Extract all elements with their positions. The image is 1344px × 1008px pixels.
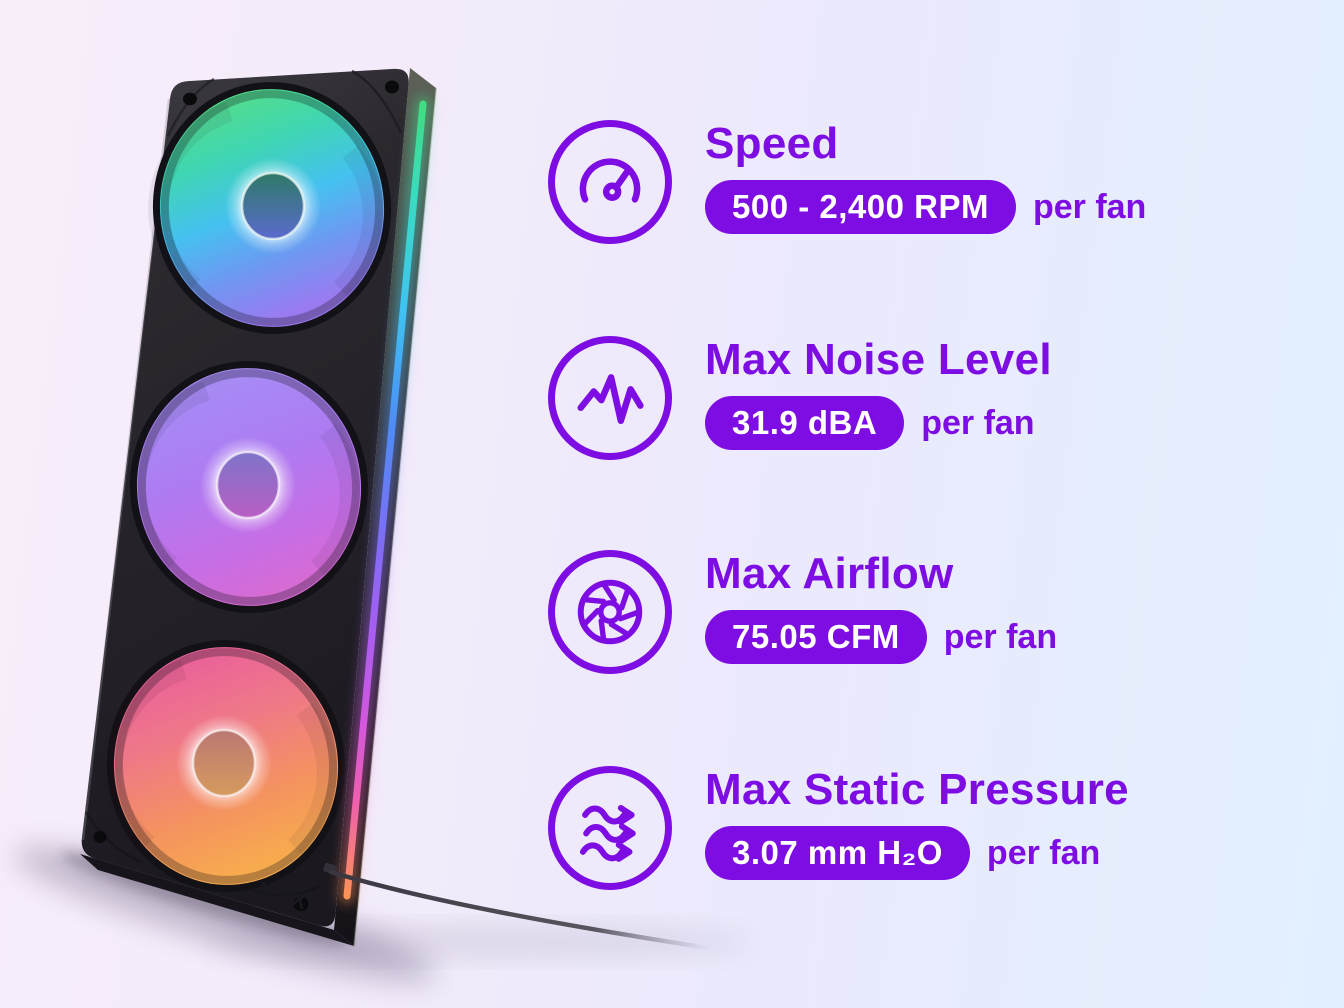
fan-bottom-hub bbox=[191, 728, 257, 798]
fan-rotor-icon bbox=[548, 550, 672, 674]
fan-middle bbox=[125, 361, 369, 613]
spec-title: Speed bbox=[705, 119, 839, 168]
side-edge-highlight bbox=[353, 87, 437, 947]
speedometer-icon bbox=[548, 120, 672, 244]
spec-value-pill: 31.9 dBA bbox=[705, 396, 905, 450]
corner-seam bbox=[351, 69, 403, 134]
rgb-strip bbox=[339, 96, 431, 904]
airflow-arrows-icon bbox=[548, 766, 672, 890]
screw-hole bbox=[293, 897, 309, 911]
spec-section-static-pressure: Max Static Pressure 3.07 mm H₂O per fan bbox=[548, 766, 1129, 890]
product-image: NZXT bbox=[13, 68, 755, 982]
fan-top-hub bbox=[240, 171, 306, 241]
fan-cable bbox=[328, 869, 711, 951]
spec-title: Max Noise Level bbox=[705, 335, 1052, 384]
screw-hole bbox=[385, 80, 399, 94]
per-fan-label: per fan bbox=[986, 833, 1101, 872]
spec-section-speed: Speed 500 - 2,400 RPM per fan bbox=[548, 120, 1146, 244]
fan-bottom bbox=[102, 640, 346, 892]
per-fan-label: per fan bbox=[1032, 187, 1147, 226]
spec-title: Max Airflow bbox=[705, 549, 954, 598]
fan-middle-hub bbox=[215, 450, 281, 520]
spec-value-pill: 3.07 mm H₂O bbox=[705, 826, 970, 880]
spec-value-pill: 500 - 2,400 RPM bbox=[705, 180, 1016, 234]
per-fan-label: per fan bbox=[943, 617, 1058, 656]
screw-hole bbox=[93, 831, 107, 843]
spec-section-noise: Max Noise Level 31.9 dBA per fan bbox=[548, 336, 1052, 460]
noise-waveform-icon bbox=[548, 336, 672, 460]
triple-fan-unit: NZXT bbox=[13, 68, 755, 982]
corner-seam bbox=[251, 884, 321, 897]
spec-section-airflow: Max Airflow 75.05 CFM per fan bbox=[548, 550, 1057, 674]
spec-title: Max Static Pressure bbox=[705, 765, 1129, 814]
corner-seam bbox=[84, 811, 141, 864]
frame-bottom-face bbox=[80, 854, 354, 946]
spec-value-pill: 75.05 CFM bbox=[705, 610, 927, 664]
fan-top bbox=[148, 82, 392, 334]
per-fan-label: per fan bbox=[921, 403, 1035, 442]
screw-hole bbox=[183, 92, 197, 106]
